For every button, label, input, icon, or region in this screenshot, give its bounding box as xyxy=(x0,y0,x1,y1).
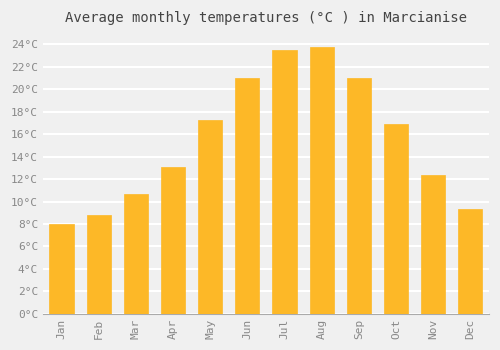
Bar xyxy=(86,215,111,314)
Title: Average monthly temperatures (°C ) in Marcianise: Average monthly temperatures (°C ) in Ma… xyxy=(65,11,467,25)
Bar xyxy=(347,78,371,314)
Bar xyxy=(421,175,445,314)
Bar xyxy=(310,47,334,314)
Bar xyxy=(272,50,296,314)
Bar xyxy=(50,224,74,314)
Bar xyxy=(236,78,260,314)
Bar xyxy=(458,209,482,314)
Bar xyxy=(124,194,148,314)
Bar xyxy=(161,167,185,314)
Bar xyxy=(198,120,222,314)
Bar xyxy=(384,124,408,314)
